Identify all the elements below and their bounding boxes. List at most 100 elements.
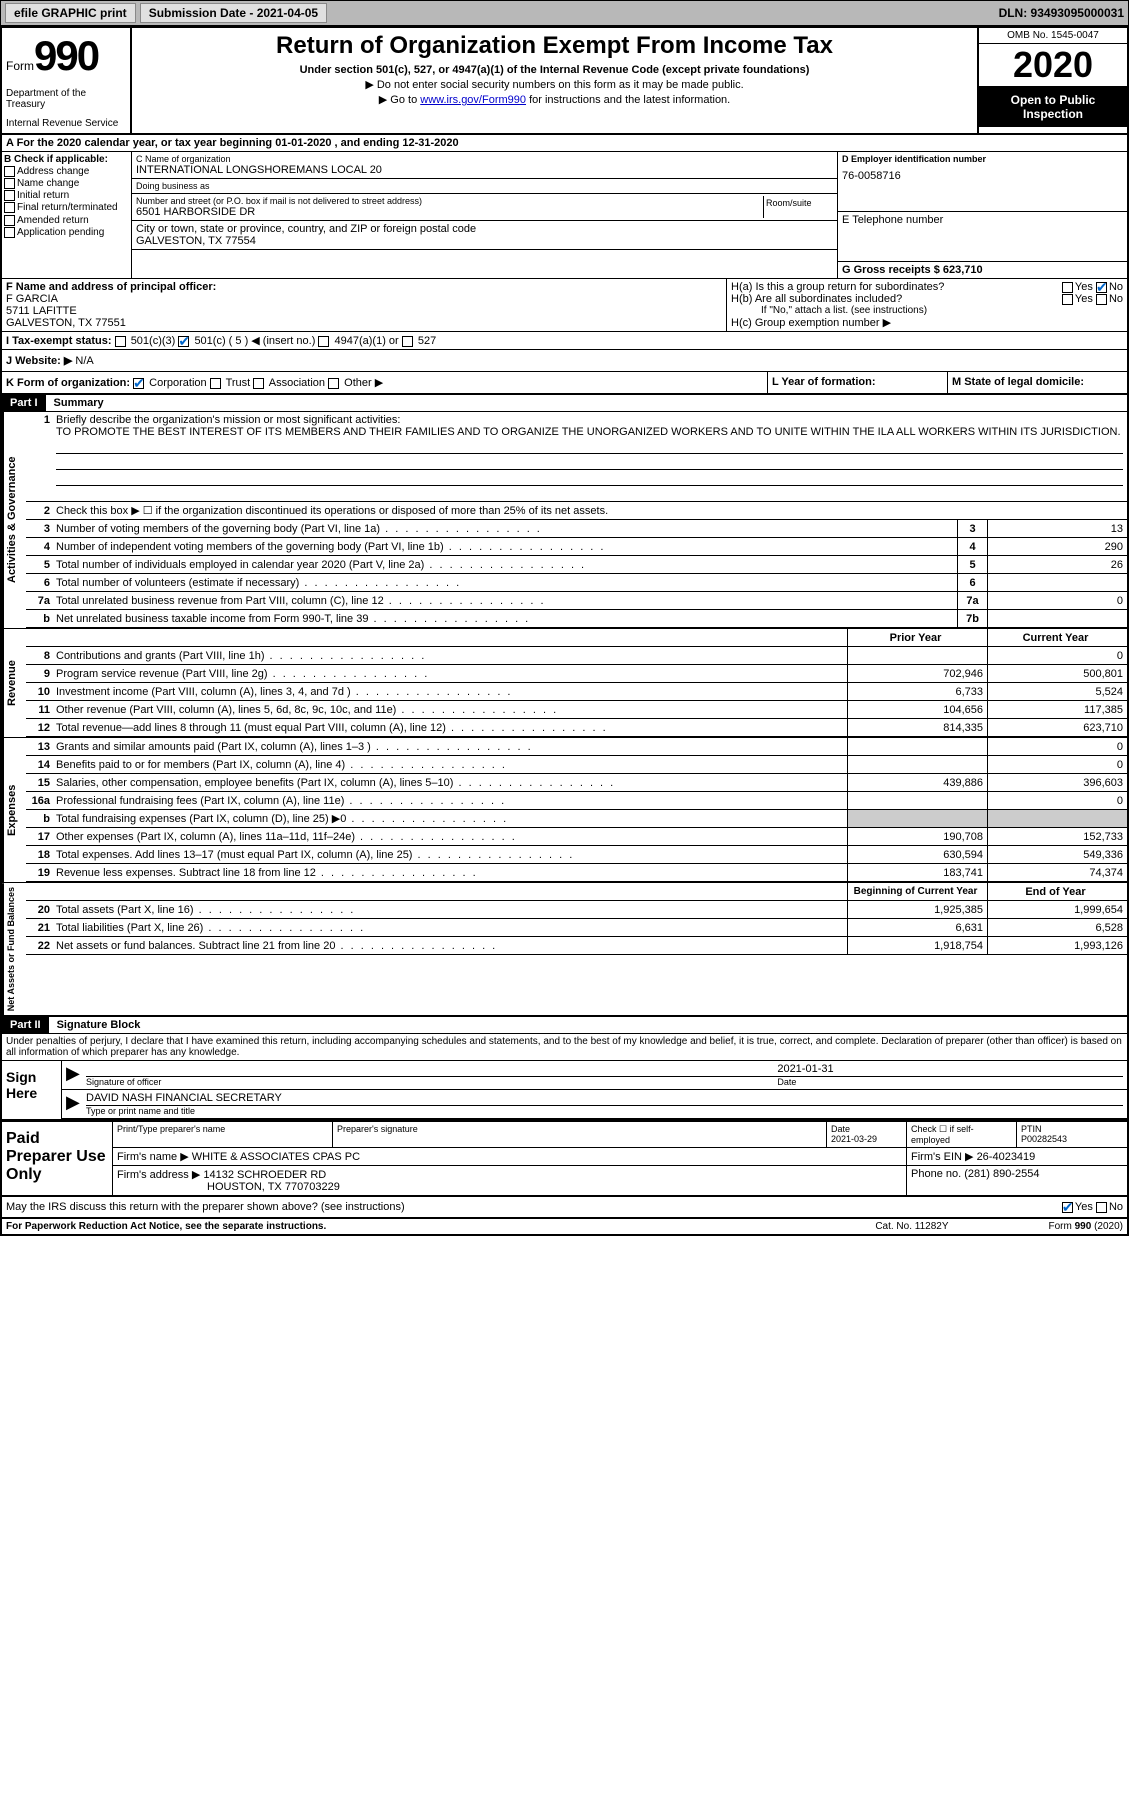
tax-status-row: I Tax-exempt status: 501(c)(3) 501(c) ( …: [2, 332, 1127, 349]
vert-revenue: Revenue: [2, 629, 26, 737]
cat-no: Cat. No. 11282Y: [875, 1221, 948, 1232]
summary-row: 8Contributions and grants (Part VIII, li…: [26, 647, 1127, 665]
sig-date: 2021-01-31: [777, 1063, 1123, 1077]
end-year-header: End of Year: [987, 883, 1127, 900]
firm-addr2: HOUSTON, TX 770703229: [207, 1181, 340, 1193]
officer-addr2: GALVESTON, TX 77551: [6, 317, 722, 329]
summary-row: 11Other revenue (Part VIII, column (A), …: [26, 701, 1127, 719]
gross-receipts: G Gross receipts $ 623,710: [842, 264, 983, 276]
summary-row: 9Program service revenue (Part VIII, lin…: [26, 665, 1127, 683]
summary-row: 14Benefits paid to or for members (Part …: [26, 756, 1127, 774]
part2-header: Part II: [2, 1017, 49, 1033]
state-domicile: M State of legal domicile:: [947, 372, 1127, 393]
summary-row: 5Total number of individuals employed in…: [26, 556, 1127, 574]
officer-label: F Name and address of principal officer:: [6, 281, 722, 293]
form-header: Form990 Department of the Treasury Inter…: [2, 28, 1127, 135]
form-label: Form: [6, 59, 34, 73]
form-subtitle: Under section 501(c), 527, or 4947(a)(1)…: [136, 64, 973, 76]
part2-title: Signature Block: [49, 1017, 149, 1033]
city-state-zip: GALVESTON, TX 77554: [136, 235, 833, 247]
line-a: A For the 2020 calendar year, or tax yea…: [2, 135, 1127, 152]
summary-row: 3Number of voting members of the governi…: [26, 520, 1127, 538]
summary-row: bTotal fundraising expenses (Part IX, co…: [26, 810, 1127, 828]
year-formation: L Year of formation:: [767, 372, 947, 393]
summary-row: 10Investment income (Part VIII, column (…: [26, 683, 1127, 701]
cb-initial-return[interactable]: [4, 190, 15, 201]
dba-label: Doing business as: [136, 181, 833, 191]
room-suite: Room/suite: [763, 196, 833, 218]
part1-title: Summary: [46, 395, 112, 411]
vert-activities: Activities & Governance: [2, 412, 26, 628]
ptin: P00282543: [1021, 1134, 1067, 1144]
ha-row: H(a) Is this a group return for subordin…: [731, 281, 1123, 293]
firm-phone: (281) 890-2554: [964, 1168, 1039, 1180]
prep-date: 2021-03-29: [831, 1134, 877, 1144]
ein-label: D Employer identification number: [842, 154, 1123, 164]
summary-row: 20Total assets (Part X, line 16)1,925,38…: [26, 901, 1127, 919]
discuss-row: May the IRS discuss this return with the…: [2, 1197, 1127, 1219]
q2-text: Check this box ▶ ☐ if the organization d…: [56, 504, 1127, 517]
prior-year-header: Prior Year: [847, 629, 987, 646]
cb-amended[interactable]: [4, 215, 15, 226]
declaration-text: Under penalties of perjury, I declare th…: [2, 1034, 1127, 1060]
dept-treasury: Department of the Treasury: [6, 88, 126, 110]
summary-row: 16aProfessional fundraising fees (Part I…: [26, 792, 1127, 810]
typed-name: DAVID NASH FINANCIAL SECRETARY: [86, 1092, 1123, 1106]
summary-row: 18Total expenses. Add lines 13–17 (must …: [26, 846, 1127, 864]
cb-address-change[interactable]: [4, 166, 15, 177]
sign-here-label: Sign Here: [2, 1061, 62, 1119]
part1-header: Part I: [2, 395, 46, 411]
q1-label: Briefly describe the organization's miss…: [56, 414, 1123, 426]
form-ref: Form 990 (2020): [1049, 1221, 1123, 1232]
paid-preparer-label: Paid Preparer Use Only: [2, 1122, 112, 1195]
cb-pending[interactable]: [4, 227, 15, 238]
ein-value: 76-0058716: [842, 170, 1123, 182]
officer-addr1: 5711 LAFITTE: [6, 305, 722, 317]
paperwork-notice: For Paperwork Reduction Act Notice, see …: [6, 1221, 875, 1232]
summary-row: 6Total number of volunteers (estimate if…: [26, 574, 1127, 592]
open-public-badge: Open to Public Inspection: [979, 87, 1127, 127]
hc-row: H(c) Group exemption number ▶: [731, 316, 1123, 329]
q1-answer: TO PROMOTE THE BEST INTEREST OF ITS MEMB…: [56, 426, 1123, 438]
dln-label: DLN: 93493095000031: [999, 6, 1124, 20]
irs-link[interactable]: www.irs.gov/Form990: [420, 94, 526, 106]
org-name: INTERNATIONAL LONGSHOREMANS LOCAL 20: [136, 164, 833, 176]
summary-row: 21Total liabilities (Part X, line 26)6,6…: [26, 919, 1127, 937]
cb-name-change[interactable]: [4, 178, 15, 189]
check-self: Check ☐ if self-employed: [907, 1122, 1017, 1147]
tax-year: 2020: [979, 44, 1127, 87]
firm-name: WHITE & ASSOCIATES CPAS PC: [192, 1151, 360, 1163]
summary-row: 17Other expenses (Part IX, column (A), l…: [26, 828, 1127, 846]
box-b: B Check if applicable: Address change Na…: [2, 152, 132, 278]
officer-name: F GARCIA: [6, 293, 722, 305]
summary-row: 13Grants and similar amounts paid (Part …: [26, 738, 1127, 756]
efile-button[interactable]: efile GRAPHIC print: [5, 3, 136, 23]
submission-date: Submission Date - 2021-04-05: [140, 3, 327, 23]
summary-row: bNet unrelated business taxable income f…: [26, 610, 1127, 628]
cb-final-return[interactable]: [4, 202, 15, 213]
begin-year-header: Beginning of Current Year: [847, 883, 987, 900]
summary-row: 4Number of independent voting members of…: [26, 538, 1127, 556]
form-number: 990: [34, 32, 98, 79]
form-990: Form990 Department of the Treasury Inter…: [0, 26, 1129, 1236]
street-address: 6501 HARBORSIDE DR: [136, 206, 763, 218]
firm-addr1: 14132 SCHROEDER RD: [203, 1169, 326, 1181]
goto-note: ▶ Go to www.irs.gov/Form990 for instruct…: [136, 93, 973, 106]
summary-row: 12Total revenue—add lines 8 through 11 (…: [26, 719, 1127, 737]
omb-number: OMB No. 1545-0047: [979, 28, 1127, 44]
dept-irs: Internal Revenue Service: [6, 118, 126, 129]
vert-net-assets: Net Assets or Fund Balances: [2, 883, 26, 1015]
form-title: Return of Organization Exempt From Incom…: [136, 32, 973, 60]
hb-note: If "No," attach a list. (see instruction…: [731, 305, 1123, 316]
firm-ein: 26-4023419: [977, 1151, 1036, 1163]
phone-label: E Telephone number: [842, 214, 1123, 226]
ssn-note: ▶ Do not enter social security numbers o…: [136, 78, 973, 91]
summary-row: 19Revenue less expenses. Subtract line 1…: [26, 864, 1127, 882]
current-year-header: Current Year: [987, 629, 1127, 646]
vert-expenses: Expenses: [2, 738, 26, 882]
form-org-row: K Form of organization: Corporation Trus…: [2, 372, 767, 393]
top-bar: efile GRAPHIC print Submission Date - 20…: [0, 0, 1129, 26]
hb-row: H(b) Are all subordinates included? Yes …: [731, 293, 1123, 305]
summary-row: 15Salaries, other compensation, employee…: [26, 774, 1127, 792]
website-row: J Website: ▶ N/A: [2, 350, 1127, 372]
